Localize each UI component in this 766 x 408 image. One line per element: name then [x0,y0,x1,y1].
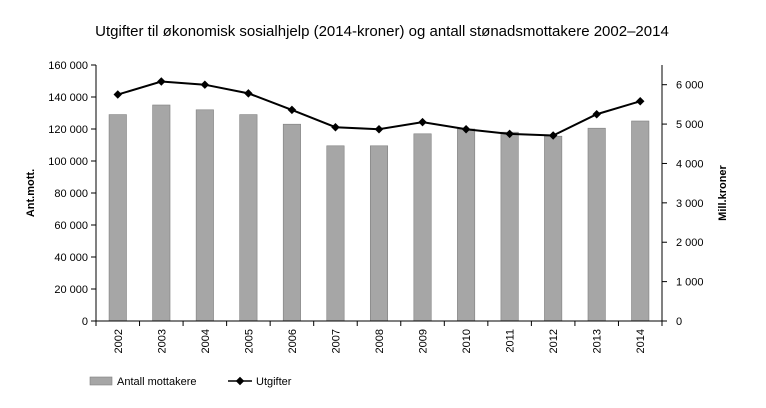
y2-tick-label: 5 000 [676,119,704,131]
bar-2012 [544,135,563,322]
bar-2005 [239,114,258,322]
bar-2004 [195,109,214,322]
bar-2014 [631,120,650,322]
point-2009 [418,117,427,127]
legend-label-bars: Antall mottakere [117,376,196,388]
x-tick-label: 2006 [287,329,299,353]
legend: Antall mottakere Utgifter [89,376,292,388]
y-tick-label: 0 [82,316,88,328]
bar-2008 [369,145,389,322]
y-tick-label: 80 000 [54,188,88,200]
point-2003 [157,77,166,86]
legend-bar-swatch [89,376,113,386]
x-tick-label: 2014 [635,329,647,353]
x-tick-label: 2002 [113,329,125,353]
x-tick-label: 2004 [200,329,212,353]
y-tick-label: 40 000 [54,252,88,264]
y-tick-label: 120 000 [48,124,88,136]
x-tick-label: 2007 [330,329,342,353]
plot-area: 0 20 000 40 000 60 000 80 000 100 000 120 000 1… [48,60,703,353]
y2-tick-label: 1 000 [676,277,704,289]
y-tick-label: 160 000 [48,60,88,72]
point-2008 [374,124,384,134]
y-tick-label: 20 000 [54,284,88,296]
y2-tick-label: 2 000 [676,237,704,249]
bar-2003 [152,104,171,322]
bar-2013 [587,127,606,322]
point-2002 [113,90,123,99]
y2-tick-label: 4 000 [676,158,704,170]
point-2004 [200,80,210,89]
point-2005 [244,89,253,98]
point-2007 [331,122,340,132]
bar-2006 [282,123,301,322]
x-tick-label: 2003 [156,329,168,353]
bar-2007 [326,145,345,322]
y-tick-label: 100 000 [48,156,88,168]
y2-axis-title: Mill.kroner [717,164,729,220]
x-tick-label: 2008 [374,329,386,353]
y2-tick-label: 6 000 [676,80,704,92]
y-axis-title: Ant.mott. [25,169,37,217]
y2-tick-label: 3 000 [676,198,704,210]
point-2013 [592,109,601,119]
x-tick-label: 2010 [461,329,473,353]
y-tick-label: 60 000 [54,220,88,232]
legend-label-line: Utgifter [256,376,292,388]
chart-title: Utgifter til økonomisk sosialhjelp (2014… [95,23,669,40]
point-2011 [505,129,514,139]
bar-2002 [108,114,127,322]
point-2006 [287,105,297,115]
bar-2011 [500,131,519,322]
y2-tick-label: 0 [676,316,682,328]
x-tick-label: 2005 [243,329,255,353]
x-tick-label: 2011 [505,329,517,353]
x-tick-label: 2013 [592,329,604,353]
x-tick-label: 2009 [418,329,430,353]
legend-line-marker [235,376,245,386]
x-tick-label: 2012 [548,329,560,353]
bar-2010 [457,128,476,322]
point-2014 [635,96,645,106]
y-tick-label: 140 000 [48,92,88,104]
bar-2009 [413,133,432,322]
